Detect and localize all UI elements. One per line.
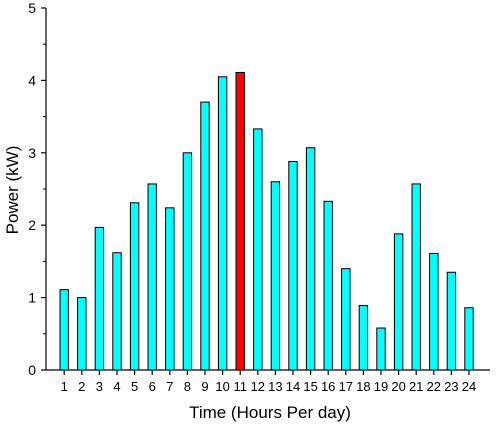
- x-tick-label: 15: [303, 379, 317, 394]
- bar-20: [393, 233, 404, 371]
- y-tick-label: 3: [28, 145, 36, 161]
- bar-16: [323, 200, 333, 371]
- bar-13: [270, 181, 281, 371]
- x-tick-label: 16: [321, 379, 335, 394]
- x-tick-label: 23: [444, 379, 458, 394]
- bar-1: [59, 289, 69, 371]
- bar-14: [288, 160, 298, 371]
- bar-8: [182, 152, 193, 371]
- bar-22: [429, 252, 439, 371]
- x-tick-label: 9: [201, 379, 208, 394]
- bar-9: [200, 101, 210, 371]
- x-tick-label: 6: [149, 379, 156, 394]
- bar-18: [358, 305, 369, 371]
- x-tick-label: 21: [409, 379, 423, 394]
- x-tick-label: 24: [462, 379, 476, 394]
- x-tick-label: 7: [166, 379, 173, 394]
- x-tick-label: 13: [268, 379, 282, 394]
- y-tick-label: 4: [28, 72, 36, 88]
- x-tick-label: 17: [339, 379, 353, 394]
- bar-24: [464, 307, 474, 371]
- bar-10: [217, 76, 228, 371]
- y-tick-label: 1: [28, 290, 36, 306]
- x-tick-label: 4: [113, 379, 120, 394]
- bar-23: [446, 271, 457, 371]
- x-axis-label: Time (Hours Per day): [189, 403, 351, 422]
- bar-12: [253, 128, 263, 371]
- bar-21: [411, 183, 421, 371]
- bar-2: [77, 297, 87, 371]
- x-tick-label: 8: [184, 379, 191, 394]
- x-tick-label: 20: [391, 379, 405, 394]
- bar-7: [165, 207, 175, 371]
- bar-11: [235, 71, 245, 371]
- x-tick-label: 18: [356, 379, 370, 394]
- bar-6: [147, 183, 157, 371]
- y-axis-label: Power (kW): [3, 146, 22, 235]
- bar-4: [112, 252, 122, 371]
- y-tick-label: 0: [28, 362, 36, 378]
- bar-15: [305, 147, 316, 371]
- x-tick-label: 5: [131, 379, 138, 394]
- x-tick-label: 11: [233, 379, 247, 394]
- x-tick-label: 10: [215, 379, 229, 394]
- bar-5: [129, 202, 140, 371]
- y-tick-label: 5: [28, 0, 36, 16]
- y-tick-label: 2: [28, 217, 36, 233]
- x-tick-label: 1: [61, 379, 68, 394]
- x-tick-label: 19: [374, 379, 388, 394]
- x-tick-label: 12: [251, 379, 265, 394]
- x-tick-label: 22: [427, 379, 441, 394]
- x-tick-label: 2: [78, 379, 85, 394]
- bar-19: [376, 327, 386, 371]
- x-tick-label: 14: [286, 379, 300, 394]
- x-tick-label: 3: [96, 379, 103, 394]
- bar-3: [94, 226, 105, 371]
- bar-17: [341, 268, 351, 371]
